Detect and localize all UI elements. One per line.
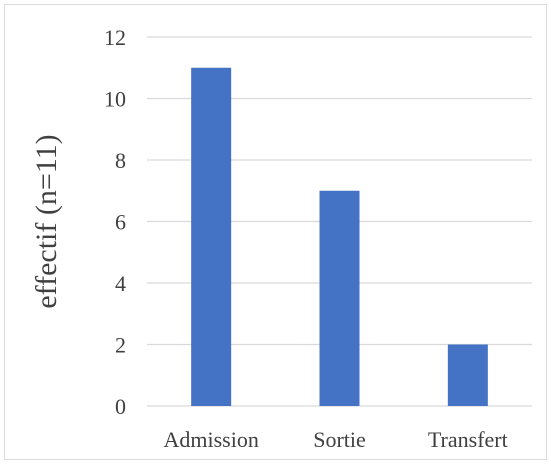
y-tick-label: 6 bbox=[115, 210, 126, 235]
x-category-label: Admission bbox=[163, 427, 258, 452]
x-category-label: Transfert bbox=[428, 427, 508, 452]
bar-transfert bbox=[447, 344, 488, 406]
x-category-labels: Admission Sortie Transfert bbox=[163, 427, 507, 452]
bar-admission bbox=[191, 67, 232, 406]
y-tick-label: 2 bbox=[115, 333, 126, 358]
y-tick-label: 4 bbox=[115, 271, 126, 296]
y-tick-label: 0 bbox=[115, 394, 126, 419]
x-category-label: Sortie bbox=[313, 427, 366, 452]
y-axis-title: effectif (n=11) bbox=[30, 134, 63, 308]
y-tick-label: 8 bbox=[115, 148, 126, 173]
bar-sortie bbox=[319, 190, 360, 406]
y-tick-labels: 0 2 4 6 8 10 12 bbox=[104, 25, 126, 419]
y-tick-label: 12 bbox=[104, 25, 126, 50]
y-tick-label: 10 bbox=[104, 87, 126, 112]
bars bbox=[191, 67, 488, 406]
